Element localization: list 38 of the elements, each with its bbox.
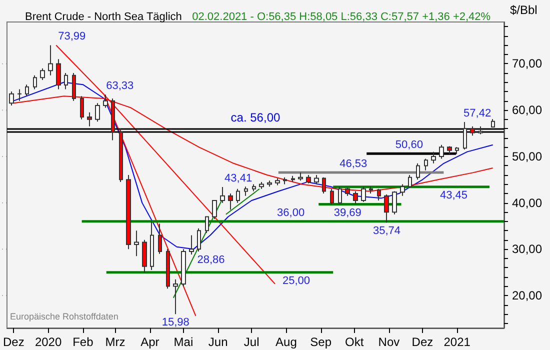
annotation: 46,53 <box>340 158 368 170</box>
annotation: 36,00 <box>277 206 305 219</box>
y-tick-label: 50,00 <box>512 149 542 164</box>
ref-line-label: ca. 56,00 <box>230 110 280 125</box>
x-tick-label: 2021 <box>444 335 471 349</box>
x-tick-label: Aug <box>276 335 297 349</box>
x-tick-label: Okt <box>344 335 364 349</box>
y-tick-label: 70,00 <box>512 56 542 71</box>
y-axis-title: $/Bbl <box>510 3 538 17</box>
x-tick-label: Apr <box>140 335 160 349</box>
x-tick-label: Feb <box>72 335 94 349</box>
annotation: 28,86 <box>197 254 225 266</box>
x-tick-label: Jun <box>208 335 228 349</box>
y-tick-label: 30,00 <box>512 242 542 256</box>
x-tick-label: Jul <box>244 335 260 349</box>
chart-subtitle: 02.02.2021 - O:56,35 H:58,05 L:56,33 C:57,57 +1,36 +2,42% <box>192 11 491 23</box>
y-tick-label: 40,00 <box>512 196 542 210</box>
x-tick-label: Sep <box>310 335 332 349</box>
x-tick-label: Mai <box>174 335 194 349</box>
x-tick-label: Dez <box>3 335 24 349</box>
y-tick-label: 60,00 <box>512 103 542 118</box>
chart-title: Brent Crude - North Sea Täglich <box>25 11 182 23</box>
annotation: 43,41 <box>224 172 252 185</box>
x-tick-label: Mrz <box>105 335 126 349</box>
annotation: 57,42 <box>464 108 492 120</box>
annotation: 63,33 <box>106 80 134 92</box>
x-tick-label: Nov <box>378 335 400 349</box>
annotation: 50,60 <box>395 139 423 152</box>
annotation: Europäische Rohstoffdaten <box>10 312 118 322</box>
annotation: 35,74 <box>372 225 400 238</box>
annotation: 43,45 <box>440 189 468 202</box>
annotation: 15,98 <box>162 316 190 329</box>
x-tick-label: 2020 <box>34 335 62 349</box>
annotation: 25,00 <box>282 274 310 287</box>
annotation: 73,99 <box>58 30 86 43</box>
y-tick-label: 20,00 <box>512 288 542 303</box>
annotation: 39,69 <box>334 206 362 219</box>
x-tick-label: Dez <box>412 335 434 349</box>
